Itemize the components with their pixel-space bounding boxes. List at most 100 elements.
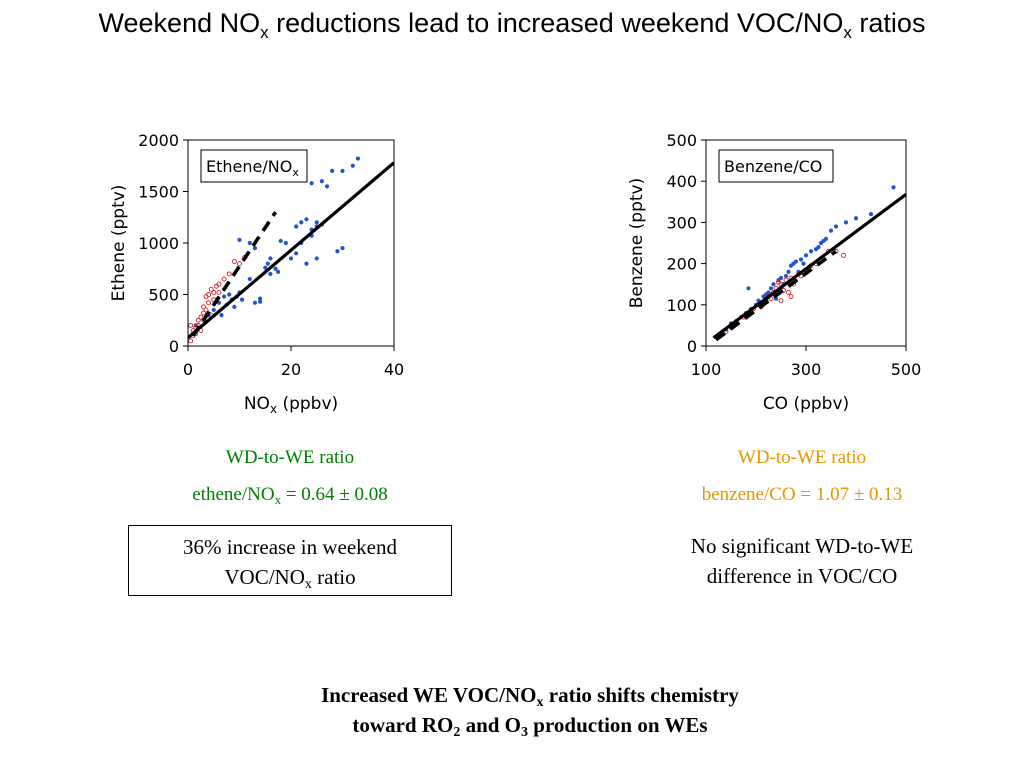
weekday-point bbox=[319, 179, 324, 184]
weekend-point bbox=[188, 338, 194, 344]
weekday-point bbox=[771, 282, 776, 287]
weekday-point bbox=[350, 163, 355, 168]
left-summary-line2: VOC/NOx ratio bbox=[224, 565, 356, 592]
weekend-fit-line bbox=[191, 211, 278, 337]
weekend-point bbox=[788, 294, 794, 300]
plot-area bbox=[188, 156, 394, 344]
page-title: Weekend NOx reductions lead to increased… bbox=[98, 8, 926, 42]
weekend-point bbox=[206, 292, 212, 297]
legend-label: Benzene/CO bbox=[724, 157, 822, 176]
weekday-point bbox=[808, 249, 814, 254]
weekday-point bbox=[265, 261, 270, 266]
weekday-point bbox=[268, 271, 273, 276]
weekday-point bbox=[340, 168, 345, 173]
weekday-point bbox=[258, 299, 263, 304]
weekend-point bbox=[200, 304, 206, 310]
weekday-point bbox=[304, 261, 309, 266]
plot-area bbox=[712, 185, 906, 342]
conclusion-line2: toward RO2 and O3 production on WEs bbox=[352, 713, 708, 740]
y-tick-label: 300 bbox=[666, 213, 697, 232]
weekday-point bbox=[232, 304, 237, 309]
weekday-point bbox=[294, 251, 299, 256]
y-axis-label: Benzene (pptv) bbox=[627, 178, 647, 309]
y-tick-label: 1500 bbox=[138, 183, 179, 202]
weekday-point bbox=[314, 256, 319, 261]
legend-frame bbox=[718, 149, 834, 183]
left-summary-line1: 36% increase in weekend bbox=[183, 535, 397, 559]
weekday-point bbox=[237, 237, 242, 243]
left-summary-box: 36% increase in weekend VOC/NOx ratio bbox=[128, 525, 452, 596]
weekday-point bbox=[355, 156, 361, 161]
weekend-point bbox=[841, 252, 846, 258]
y-tick-label: 500 bbox=[666, 131, 697, 150]
weekday-point bbox=[288, 256, 294, 261]
weekday-point bbox=[263, 265, 268, 270]
weekday-point bbox=[227, 292, 232, 297]
weekend-point bbox=[188, 322, 194, 328]
weekday-point bbox=[273, 266, 278, 271]
weekday-point bbox=[786, 269, 791, 274]
weekday-point bbox=[247, 276, 252, 282]
y-tick-label: 500 bbox=[148, 286, 179, 305]
weekend-point bbox=[200, 310, 206, 316]
weekday-point bbox=[258, 296, 263, 301]
weekend-point bbox=[226, 271, 232, 277]
y-tick-label: 2000 bbox=[138, 131, 179, 150]
weekday-point bbox=[278, 238, 283, 244]
weekday-point bbox=[778, 275, 784, 281]
x-tick-label: 100 bbox=[691, 360, 722, 379]
weekday-point bbox=[793, 259, 799, 264]
weekday-point bbox=[211, 307, 216, 313]
weekday-point bbox=[276, 269, 281, 274]
weekday-point bbox=[252, 246, 258, 251]
weekday-point bbox=[801, 261, 806, 266]
weekday-point bbox=[853, 216, 859, 221]
right-summary-note: No significant WD-to-WE difference in VO… bbox=[627, 531, 977, 591]
weekend-point bbox=[216, 289, 222, 295]
weekend-point bbox=[206, 300, 212, 306]
weekday-point bbox=[833, 224, 839, 229]
weekday-point bbox=[768, 286, 774, 291]
weekday-point bbox=[798, 257, 804, 262]
weekday-point bbox=[330, 168, 335, 173]
weekday-point bbox=[309, 181, 314, 186]
left-ratio-value: ethene/NOx = 0.64 ± 0.08 bbox=[192, 484, 388, 507]
y-tick-label: 200 bbox=[666, 255, 697, 274]
weekday-point bbox=[816, 245, 821, 250]
weekday-point bbox=[268, 256, 273, 261]
legend-frame bbox=[200, 149, 308, 183]
conclusion-text: Increased WE VOC/NOx ratio shifts chemis… bbox=[180, 680, 880, 740]
x-tick-label: 40 bbox=[384, 360, 404, 379]
weekday-point bbox=[219, 313, 224, 318]
x-tick-label: 300 bbox=[791, 360, 822, 379]
weekday-point bbox=[746, 286, 751, 291]
weekday-point bbox=[239, 297, 245, 302]
weekday-point bbox=[283, 240, 288, 246]
legend-box: Benzene/CO bbox=[718, 149, 834, 183]
x-tick-label: 0 bbox=[183, 360, 193, 379]
left-ratio-heading: WD-to-WE ratio bbox=[225, 447, 355, 468]
ethene-nox-scatter-chart: 0 500 1000 1500 2000 0 20 40 NOx (ppbv) Ethene (p… bbox=[109, 131, 404, 416]
y-axis-label: Ethene (pptv) bbox=[109, 185, 129, 302]
weekend-point bbox=[221, 276, 227, 282]
weekend-fit-line bbox=[714, 249, 838, 342]
legend-box: Ethene/NOx bbox=[200, 149, 308, 183]
right-summary-line2: difference in VOC/CO bbox=[706, 564, 898, 588]
right-ratio-heading: WD-to-WE ratio bbox=[737, 447, 867, 468]
weekday-point bbox=[314, 220, 319, 225]
conclusion-line1: Increased WE VOC/NOx ratio shifts chemis… bbox=[321, 683, 739, 710]
right-ratio-value: benzene/CO = 1.07 ± 0.13 bbox=[701, 484, 903, 505]
weekend-point bbox=[203, 307, 209, 313]
weekday-point bbox=[335, 249, 340, 254]
weekday-fit-line bbox=[188, 161, 394, 339]
weekday-point bbox=[340, 246, 345, 251]
weekday-point bbox=[766, 290, 771, 295]
right-summary-line1: No significant WD-to-WE bbox=[690, 534, 914, 558]
weekend-point bbox=[216, 281, 222, 287]
weekday-point bbox=[891, 185, 896, 190]
weekday-point bbox=[783, 273, 789, 279]
y-tick-label: 100 bbox=[666, 296, 697, 315]
benzene-co-scatter-chart: 0 100 200 300 400 500 100 300 500 CO (ppbv) Benzen… bbox=[627, 131, 921, 414]
weekday-point bbox=[843, 220, 849, 225]
weekend-point bbox=[208, 286, 214, 292]
